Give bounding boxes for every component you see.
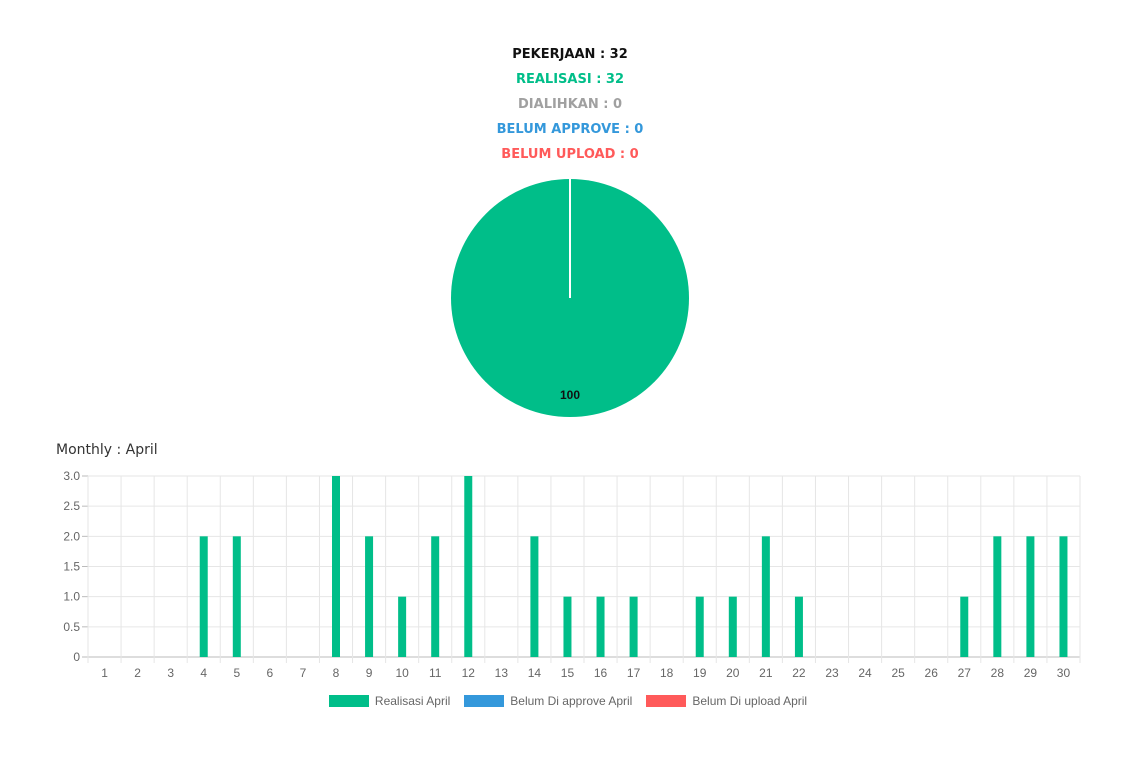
bar-realisasi-april-12[interactable] [464, 476, 473, 657]
x-tick-label: 4 [200, 666, 207, 680]
legend-swatch-realisasi [328, 695, 369, 707]
stat-dialihkan: DIALIHKAN : 0 [518, 97, 622, 112]
bar-realisasi-april-16[interactable] [596, 596, 605, 657]
bar-realisasi-april-9[interactable] [365, 536, 374, 657]
bar-realisasi-april-28[interactable] [993, 536, 1002, 657]
bar-realisasi-april-5[interactable] [232, 536, 241, 657]
y-tick-label: 2.5 [63, 499, 80, 513]
y-tick-label: 1.0 [63, 590, 80, 604]
x-tick-label: 26 [925, 666, 939, 680]
x-tick-label: 10 [395, 666, 409, 680]
x-tick-label: 17 [627, 666, 641, 680]
x-tick-label: 24 [858, 666, 872, 680]
x-tick-label: 12 [462, 666, 476, 680]
x-tick-label: 11 [429, 666, 442, 680]
x-tick-label: 9 [366, 666, 373, 680]
pie-chart: 100 [451, 179, 689, 417]
x-tick-label: 29 [1024, 666, 1038, 680]
y-tick-label: 2.0 [63, 529, 80, 543]
legend-item-belum-upload[interactable]: Belum Di upload April [646, 694, 807, 708]
bar-realisasi-april-30[interactable] [1059, 536, 1068, 657]
x-tick-label: 16 [594, 666, 608, 680]
x-tick-label: 30 [1057, 666, 1071, 680]
x-tick-label: 13 [495, 666, 509, 680]
bar-realisasi-april-4[interactable] [199, 536, 208, 657]
bar-realisasi-april-22[interactable] [794, 596, 803, 657]
bar-realisasi-april-27[interactable] [960, 596, 969, 657]
bar-realisasi-april-17[interactable] [629, 596, 638, 657]
legend-label-realisasi: Realisasi April [374, 694, 451, 708]
x-tick-label: 6 [267, 666, 274, 680]
legend-item-realisasi[interactable]: Realisasi April [328, 694, 451, 708]
bar-realisasi-april-19[interactable] [695, 596, 704, 657]
x-tick-label: 5 [233, 666, 240, 680]
stat-pekerjaan: PEKERJAAN : 32 [512, 47, 628, 62]
x-tick-label: 21 [759, 666, 773, 680]
monthly-title: Monthly : April [56, 442, 158, 458]
x-tick-label: 18 [660, 666, 674, 680]
x-tick-label: 25 [891, 666, 905, 680]
x-tick-label: 20 [726, 666, 740, 680]
pie-data-label: 100 [560, 388, 580, 402]
x-tick-label: 8 [333, 666, 340, 680]
bar-realisasi-april-21[interactable] [761, 536, 770, 657]
x-tick-label: 27 [958, 666, 972, 680]
legend-swatch-belum-approve [464, 695, 505, 707]
bar-chart: 00.51.01.52.02.53.01 2 3 4 5 6 7 8 9 10 11 12 13 14 15… [63, 469, 1081, 680]
x-tick-label: 15 [561, 666, 575, 680]
bar-realisasi-april-15[interactable] [563, 596, 572, 657]
bar-realisasi-april-29[interactable] [1026, 536, 1035, 657]
y-tick-label: 3.0 [63, 469, 80, 483]
legend-label-belum-approve: Belum Di approve April [510, 694, 633, 708]
x-tick-label: 19 [693, 666, 707, 680]
summary-stats: PEKERJAAN : 32 REALISASI : 32 DIALIHKAN … [0, 42, 1140, 167]
legend-label-belum-upload: Belum Di upload April [692, 694, 808, 708]
chart-legend: Realisasi April Belum Di approve April B… [0, 694, 1140, 708]
x-tick-label: 14 [528, 666, 542, 680]
y-tick-label: 0.5 [63, 620, 80, 634]
stat-belum-upload: BELUM UPLOAD : 0 [501, 147, 639, 162]
stat-belum-approve: BELUM APPROVE : 0 [496, 122, 644, 137]
x-tick-label: 1 [101, 666, 108, 680]
x-tick-label: 22 [792, 666, 806, 680]
bar-realisasi-april-11[interactable] [431, 536, 440, 657]
legend-item-belum-approve[interactable]: Belum Di approve April [464, 694, 632, 708]
bar-realisasi-april-20[interactable] [728, 596, 737, 657]
x-tick-label: 28 [991, 666, 1005, 680]
stat-realisasi: REALISASI : 32 [515, 72, 625, 87]
x-tick-label: 23 [825, 666, 839, 680]
bar-realisasi-april-10[interactable] [398, 596, 407, 657]
x-tick-label: 3 [167, 666, 174, 680]
bar-realisasi-april-14[interactable] [530, 536, 539, 657]
x-tick-label: 7 [300, 666, 307, 680]
y-tick-label: 0 [73, 650, 80, 664]
legend-swatch-belum-upload [646, 695, 687, 707]
bar-realisasi-april-8[interactable] [332, 476, 340, 657]
x-tick-label: 2 [134, 666, 141, 680]
y-tick-label: 1.5 [63, 560, 80, 574]
